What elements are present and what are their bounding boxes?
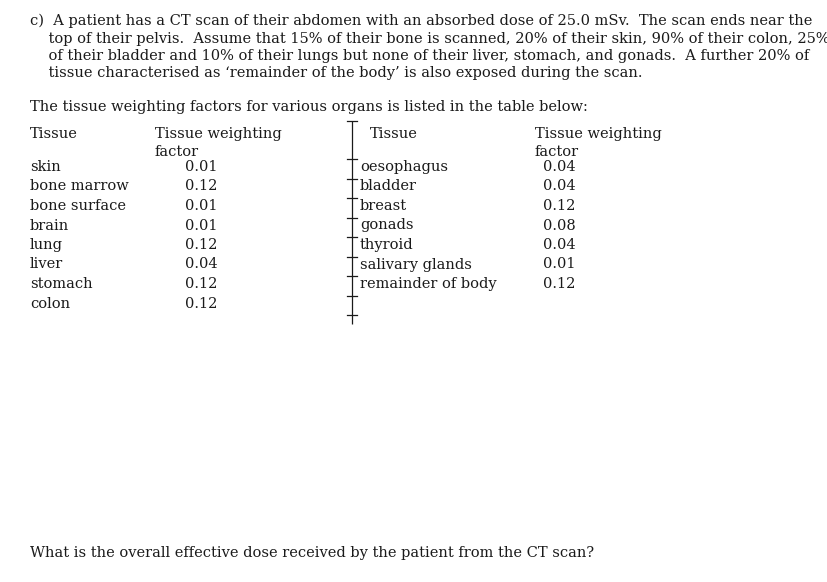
Text: factor: factor: [155, 144, 198, 158]
Text: 0.08: 0.08: [543, 218, 575, 232]
Text: liver: liver: [30, 257, 63, 271]
Text: c)  A patient has a CT scan of their abdomen with an absorbed dose of 25.0 mSv. : c) A patient has a CT scan of their abdo…: [30, 14, 811, 29]
Text: 0.01: 0.01: [184, 199, 218, 213]
Text: 0.01: 0.01: [184, 218, 218, 232]
Text: 0.04: 0.04: [543, 179, 575, 193]
Text: salivary glands: salivary glands: [360, 257, 471, 271]
Text: bone marrow: bone marrow: [30, 179, 128, 193]
Text: remainder of body: remainder of body: [360, 277, 496, 291]
Text: 0.12: 0.12: [543, 277, 575, 291]
Text: bladder: bladder: [360, 179, 417, 193]
Text: 0.12: 0.12: [184, 277, 218, 291]
Text: thyroid: thyroid: [360, 238, 414, 252]
Text: 0.01: 0.01: [184, 160, 218, 174]
Text: 0.04: 0.04: [543, 160, 575, 174]
Text: of their bladder and 10% of their lungs but none of their liver, stomach, and go: of their bladder and 10% of their lungs …: [30, 49, 808, 63]
Text: 0.04: 0.04: [543, 238, 575, 252]
Text: 0.12: 0.12: [184, 179, 218, 193]
Text: brain: brain: [30, 218, 69, 232]
Text: oesophagus: oesophagus: [360, 160, 447, 174]
Text: 0.12: 0.12: [184, 238, 218, 252]
Text: lung: lung: [30, 238, 63, 252]
Text: top of their pelvis.  Assume that 15% of their bone is scanned, 20% of their ski: top of their pelvis. Assume that 15% of …: [30, 31, 827, 45]
Text: factor: factor: [534, 144, 578, 158]
Text: Tissue weighting: Tissue weighting: [534, 127, 661, 141]
Text: breast: breast: [360, 199, 407, 213]
Text: 0.12: 0.12: [184, 296, 218, 311]
Text: bone surface: bone surface: [30, 199, 126, 213]
Text: 0.12: 0.12: [543, 199, 575, 213]
Text: stomach: stomach: [30, 277, 93, 291]
Text: Tissue: Tissue: [370, 127, 418, 141]
Text: 0.01: 0.01: [543, 257, 575, 271]
Text: Tissue weighting: Tissue weighting: [155, 127, 281, 141]
Text: 0.04: 0.04: [184, 257, 218, 271]
Text: Tissue: Tissue: [30, 127, 78, 141]
Text: colon: colon: [30, 296, 70, 311]
Text: gonads: gonads: [360, 218, 413, 232]
Text: What is the overall effective dose received by the patient from the CT scan?: What is the overall effective dose recei…: [30, 546, 594, 560]
Text: The tissue weighting factors for various organs is listed in the table below:: The tissue weighting factors for various…: [30, 100, 587, 114]
Text: skin: skin: [30, 160, 60, 174]
Text: tissue characterised as ‘remainder of the body’ is also exposed during the scan.: tissue characterised as ‘remainder of th…: [30, 66, 642, 80]
